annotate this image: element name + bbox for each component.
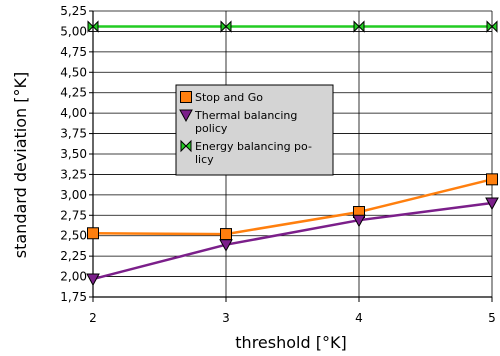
y-tick-label: 2,00 <box>60 270 87 284</box>
y-tick-label: 2,25 <box>60 249 87 263</box>
y-tick-label: 4,25 <box>60 86 87 100</box>
y-tick-label: 2,75 <box>60 208 87 222</box>
legend-marker <box>179 109 193 123</box>
legend-label: Energy balancing po- <box>195 140 312 153</box>
data-point <box>353 20 365 33</box>
data-point <box>219 239 233 252</box>
series-2 <box>87 20 498 33</box>
x-tick-label: 5 <box>488 311 496 325</box>
x-axis-label: threshold [°K] <box>235 333 346 352</box>
series-line <box>92 201 493 281</box>
x-tick-label: 2 <box>89 311 97 325</box>
data-point <box>87 20 99 33</box>
data-point <box>486 20 498 33</box>
series-0 <box>87 173 498 241</box>
legend-item: Stop and Go <box>180 91 263 104</box>
y-tick-label: 3,00 <box>60 188 87 202</box>
x-tick-label: 3 <box>222 311 230 325</box>
legend-marker <box>180 91 192 103</box>
legend-marker <box>180 139 192 153</box>
y-tick-label: 3,50 <box>60 147 87 161</box>
y-tick-label: 5,25 <box>60 4 87 18</box>
x-tick-labels: 2 3 4 5 <box>89 311 496 325</box>
y-tick-label: 2,50 <box>60 229 87 243</box>
y-axis-label: standard deviation [°K] <box>11 72 30 258</box>
legend-label: licy <box>195 153 214 166</box>
y-tick-label: 4,50 <box>60 65 87 79</box>
y-tick-label: 4,00 <box>60 106 87 120</box>
legend-label: Stop and Go <box>195 91 263 104</box>
data-point <box>485 197 499 211</box>
data-point <box>352 214 366 228</box>
legend-label: policy <box>195 122 228 135</box>
data-point <box>220 228 232 241</box>
y-tick-label: 3,75 <box>60 127 87 141</box>
y-tick-label: 4,75 <box>60 45 87 59</box>
legend-label: Thermal balancing <box>194 109 297 122</box>
data-point <box>220 20 232 33</box>
x-tick-label: 4 <box>355 311 363 325</box>
data-point <box>87 227 99 240</box>
data-series <box>86 20 499 287</box>
series-line <box>92 178 493 236</box>
y-tick-labels: 1,75 2,00 2,25 2,50 2,75 3,00 3,25 3,50 3,75 4,00… <box>60 4 87 304</box>
legend-box <box>175 84 334 176</box>
grid-lines <box>92 10 493 298</box>
y-tick-label: 3,25 <box>60 167 87 181</box>
y-tick-label: 5,00 <box>60 24 87 38</box>
data-point <box>86 273 100 287</box>
series-1 <box>86 197 499 287</box>
legend-item: Energy balancing po-licy <box>180 139 312 166</box>
data-point <box>486 173 498 186</box>
y-tick-label: 1,75 <box>60 290 87 304</box>
